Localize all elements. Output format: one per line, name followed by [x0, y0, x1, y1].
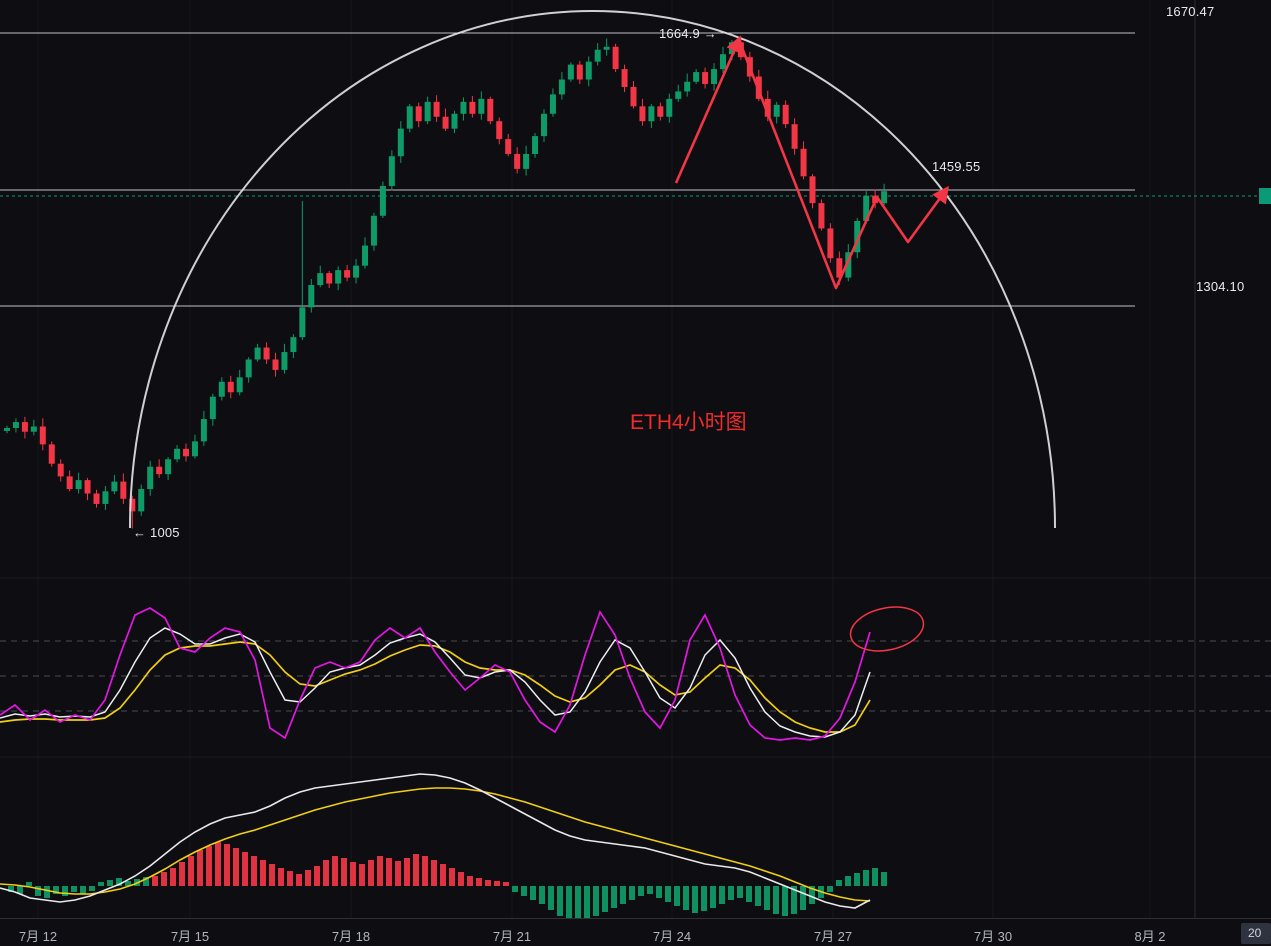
price-level-label-top: 1670.47: [1166, 4, 1215, 19]
price-level-label-bottom: 1304.10: [1196, 279, 1245, 294]
time-axis-label: 7月 15: [170, 929, 210, 944]
trend-arrow-drawing[interactable]: [674, 35, 949, 290]
candlestick-series: [4, 37, 888, 529]
price-level-lines[interactable]: [0, 32, 1271, 307]
symbol-title-annotation: ETH4小时图: [630, 411, 747, 434]
peak-price-annotation: 1664.9 →: [659, 26, 717, 41]
arc-drawing[interactable]: [129, 10, 1056, 529]
swing-low-annotation: ← 1005: [133, 525, 180, 540]
gridlines: [0, 0, 1271, 918]
time-axis-label: 8月 2: [1134, 929, 1166, 944]
macd-indicator: [0, 773, 887, 922]
highlight-ellipse-drawing[interactable]: [846, 601, 927, 657]
time-axis[interactable]: 7月 12 7月 15 7月 18 7月 21 7月 24 7月 27 7月 30 8月 2 …: [0, 918, 1271, 946]
current-price-tag: [1259, 188, 1271, 204]
stochastic-indicator: [0, 607, 1271, 741]
time-axis-label: 7月 30: [973, 929, 1013, 944]
time-axis-label: 7月 18: [331, 929, 371, 944]
time-axis-label: 7月 27: [813, 929, 853, 944]
time-axis-label: 7月 24: [652, 929, 692, 944]
time-axis-label: 7月 12: [18, 929, 58, 944]
time-axis-label: 7月 21: [492, 929, 532, 944]
price-annotation-1459: 1459.55: [932, 159, 981, 174]
time-axis-corner-box: 20: [1241, 923, 1271, 944]
